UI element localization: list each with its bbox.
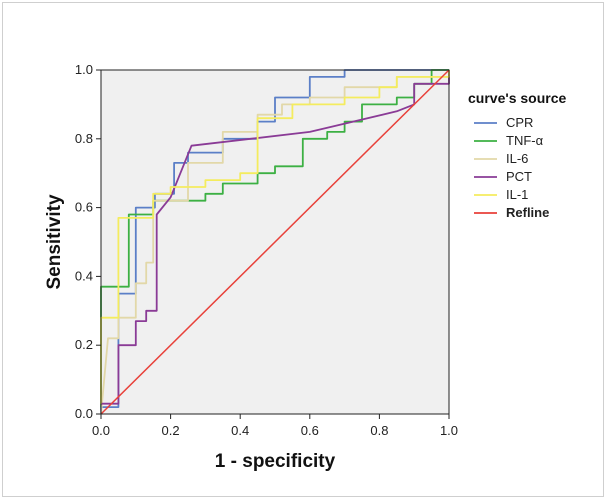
x-tick-label: 0.0 <box>92 423 110 438</box>
legend-label: IL-1 <box>506 187 528 202</box>
legend-label: CPR <box>506 115 533 130</box>
x-tick-label: 0.6 <box>301 423 319 438</box>
x-tick-label: 0.4 <box>231 423 249 438</box>
y-tick-label: 0.8 <box>75 131 93 146</box>
legend-label: Refline <box>506 205 549 220</box>
y-axis-title: Sensitivity <box>44 194 65 289</box>
legend-label: PCT <box>506 169 532 184</box>
series-line-il-6 <box>100 70 450 415</box>
legend-label: TNF-α <box>506 133 544 148</box>
legend: CPR TNF-α IL-6 PCT IL-1 Refline <box>474 115 549 220</box>
plot-border <box>100 69 450 415</box>
series-line-il-1 <box>100 70 450 404</box>
series-line-pct <box>101 70 450 405</box>
y-tick-label: 0.2 <box>75 337 93 352</box>
series-line-refline <box>100 69 450 415</box>
x-tick-label: 1.0 <box>440 423 458 438</box>
legend-title: curve's source <box>468 90 566 106</box>
legend-label: IL-6 <box>506 151 528 166</box>
x-tick-label: 0.2 <box>162 423 180 438</box>
y-tick-label: 0.0 <box>75 406 93 421</box>
x-tick-label: 0.8 <box>370 423 388 438</box>
y-tick-label: 0.4 <box>75 268 93 283</box>
y-tick-label: 0.6 <box>75 200 93 215</box>
roc-curves <box>100 69 450 415</box>
x-axis-title: 1 - specificity <box>215 451 336 472</box>
y-tick-label: 1.0 <box>75 62 93 77</box>
axis-ticks: 0.0 0.2 0.4 0.6 0.8 1.0 0.0 0.2 0.4 0.6 0.8 1.0 <box>75 62 458 438</box>
